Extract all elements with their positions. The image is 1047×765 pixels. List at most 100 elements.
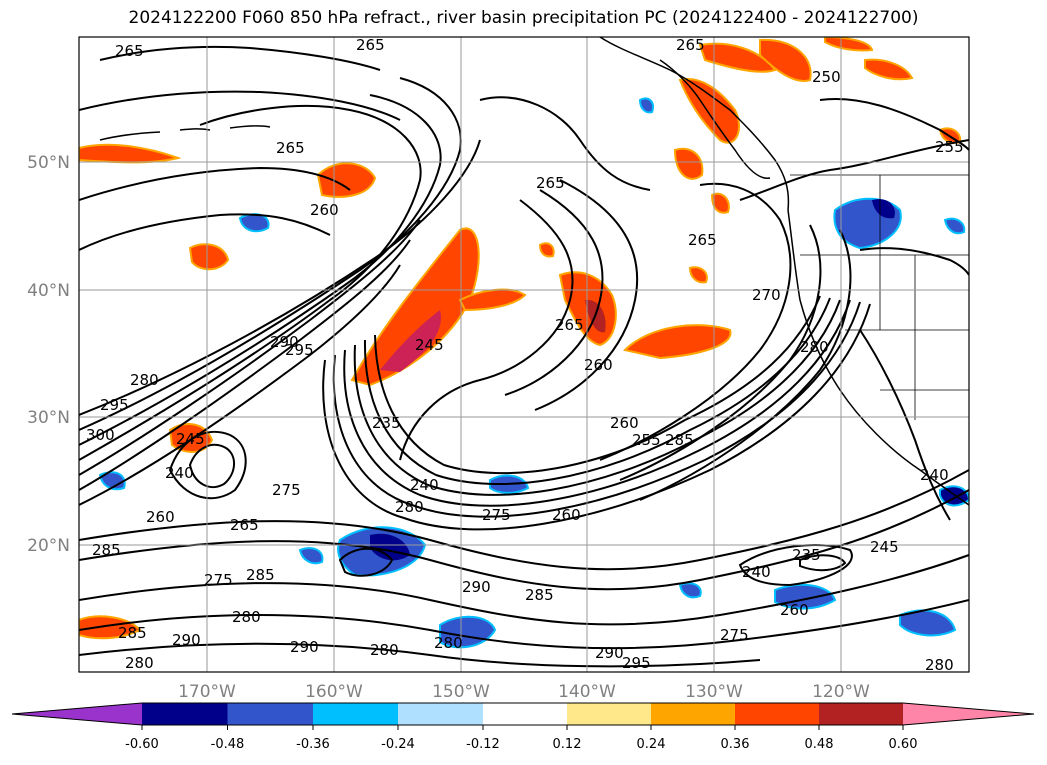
contour-label: 275 <box>720 626 749 644</box>
lon-label-150w: 150°W <box>432 682 490 702</box>
contour-line <box>79 554 969 626</box>
precip-patch <box>350 227 480 387</box>
colorbar-tick-label: 0.24 <box>637 737 666 752</box>
contour-label: 265 <box>536 174 565 192</box>
contour-label: 285 <box>118 624 147 642</box>
lon-label-120w: 120°W <box>812 682 870 702</box>
contour-labels: 265 265 265 265 260 265 250 255 265 270 … <box>86 36 964 674</box>
contour-label: 290 <box>290 638 319 656</box>
contour-label: 290 <box>270 333 299 351</box>
contour-line <box>504 189 604 396</box>
lon-label-130w: 130°W <box>685 682 743 702</box>
contour-line <box>79 239 411 491</box>
contour-line <box>79 90 401 121</box>
contour-label: 265 <box>356 36 385 54</box>
contour-line <box>188 443 235 489</box>
borders <box>790 174 969 420</box>
map-frame <box>78 36 970 673</box>
colorbar-tick-label: 0.12 <box>553 737 582 752</box>
contour-label: 280 <box>232 608 261 626</box>
contour-label: 245 <box>176 430 205 448</box>
colorbar-tick-label: -0.36 <box>296 737 330 752</box>
contour-line <box>619 224 822 481</box>
precip-patch <box>316 162 377 198</box>
contour-line <box>79 219 421 476</box>
precip-patch <box>824 37 874 52</box>
lat-label-50n: 50°N <box>27 153 70 173</box>
contour-label: 260 <box>146 508 175 526</box>
contour-label: 245 <box>870 538 899 556</box>
lat-label-40n: 40°N <box>27 281 70 301</box>
colorbar-segment <box>398 703 483 725</box>
colorbar-extend-low <box>12 703 142 725</box>
contour-line <box>374 295 821 475</box>
contour-line <box>399 199 574 461</box>
coastline <box>787 209 969 506</box>
latitude-labels: 50°N 40°N 30°N 20°N <box>27 153 70 556</box>
contour-line <box>859 329 951 521</box>
precip-patch <box>872 199 895 219</box>
graticule <box>79 37 969 672</box>
contour-label: 265 <box>230 516 259 534</box>
contour-line <box>79 264 401 506</box>
colorbar-tick-label: 0.48 <box>805 737 834 752</box>
contour-label: 295 <box>100 396 129 414</box>
contour-line <box>353 299 841 496</box>
contour-label: 265 <box>555 316 584 334</box>
contour-label: 280 <box>125 654 154 672</box>
precip-patch <box>759 38 812 82</box>
precip-patch <box>188 243 230 271</box>
colorbar-segment <box>651 703 735 725</box>
precip-patch <box>864 58 914 81</box>
colorbar-ticks <box>141 725 904 730</box>
precip-patch <box>638 97 654 114</box>
contour-line <box>79 489 969 591</box>
contour-line <box>322 303 871 531</box>
colorbar-tick-label: 0.36 <box>721 737 750 752</box>
colorbar-tick-label: -0.48 <box>211 737 245 752</box>
contour-line <box>739 139 969 201</box>
precip-patch <box>943 217 966 235</box>
contour-label: 280 <box>925 656 954 674</box>
colorbar-segment <box>313 703 398 725</box>
contour-label: 280 <box>395 498 424 516</box>
colorbar-segment <box>227 703 313 725</box>
contour-label: 265 <box>676 36 705 54</box>
contour-line <box>79 139 481 416</box>
colorbar-segment <box>142 703 228 725</box>
contour-label: 285 <box>525 586 554 604</box>
coastlines <box>99 37 969 506</box>
precip-patch <box>298 547 324 565</box>
precip-patch <box>673 147 704 180</box>
precip-patch <box>678 78 740 144</box>
contour-label: 285 <box>246 566 275 584</box>
contour-line <box>79 599 969 650</box>
lat-label-20n: 20°N <box>27 536 70 556</box>
contour-line <box>859 247 969 276</box>
contour-label: 275 <box>482 506 511 524</box>
precip-patch <box>688 266 708 284</box>
contour-line <box>332 301 861 518</box>
contour-label: 255 <box>935 138 964 156</box>
precip-patch <box>678 582 702 599</box>
colorbar-extend-high <box>903 703 1034 725</box>
contour-label: 290 <box>462 578 491 596</box>
page-title: 2024122200 F060 850 hPa refract., river … <box>128 8 919 28</box>
colorbar-segment <box>819 703 903 725</box>
contour-label: 290 <box>595 644 624 662</box>
contour-line <box>479 96 651 191</box>
precip-patch <box>698 42 777 73</box>
contour-label: 250 <box>812 68 841 86</box>
contour-label: 260 <box>780 601 809 619</box>
contour-label: 240 <box>742 563 771 581</box>
lon-label-140w: 140°W <box>558 682 616 702</box>
contour-label: 235 <box>792 546 821 564</box>
contour-line <box>819 98 969 151</box>
contour-label: 280 <box>800 338 829 356</box>
contour-line <box>79 105 422 461</box>
coastline <box>599 37 790 211</box>
lat-label-30n: 30°N <box>27 408 70 428</box>
precip-patch <box>380 310 441 372</box>
contour-line <box>639 229 852 501</box>
